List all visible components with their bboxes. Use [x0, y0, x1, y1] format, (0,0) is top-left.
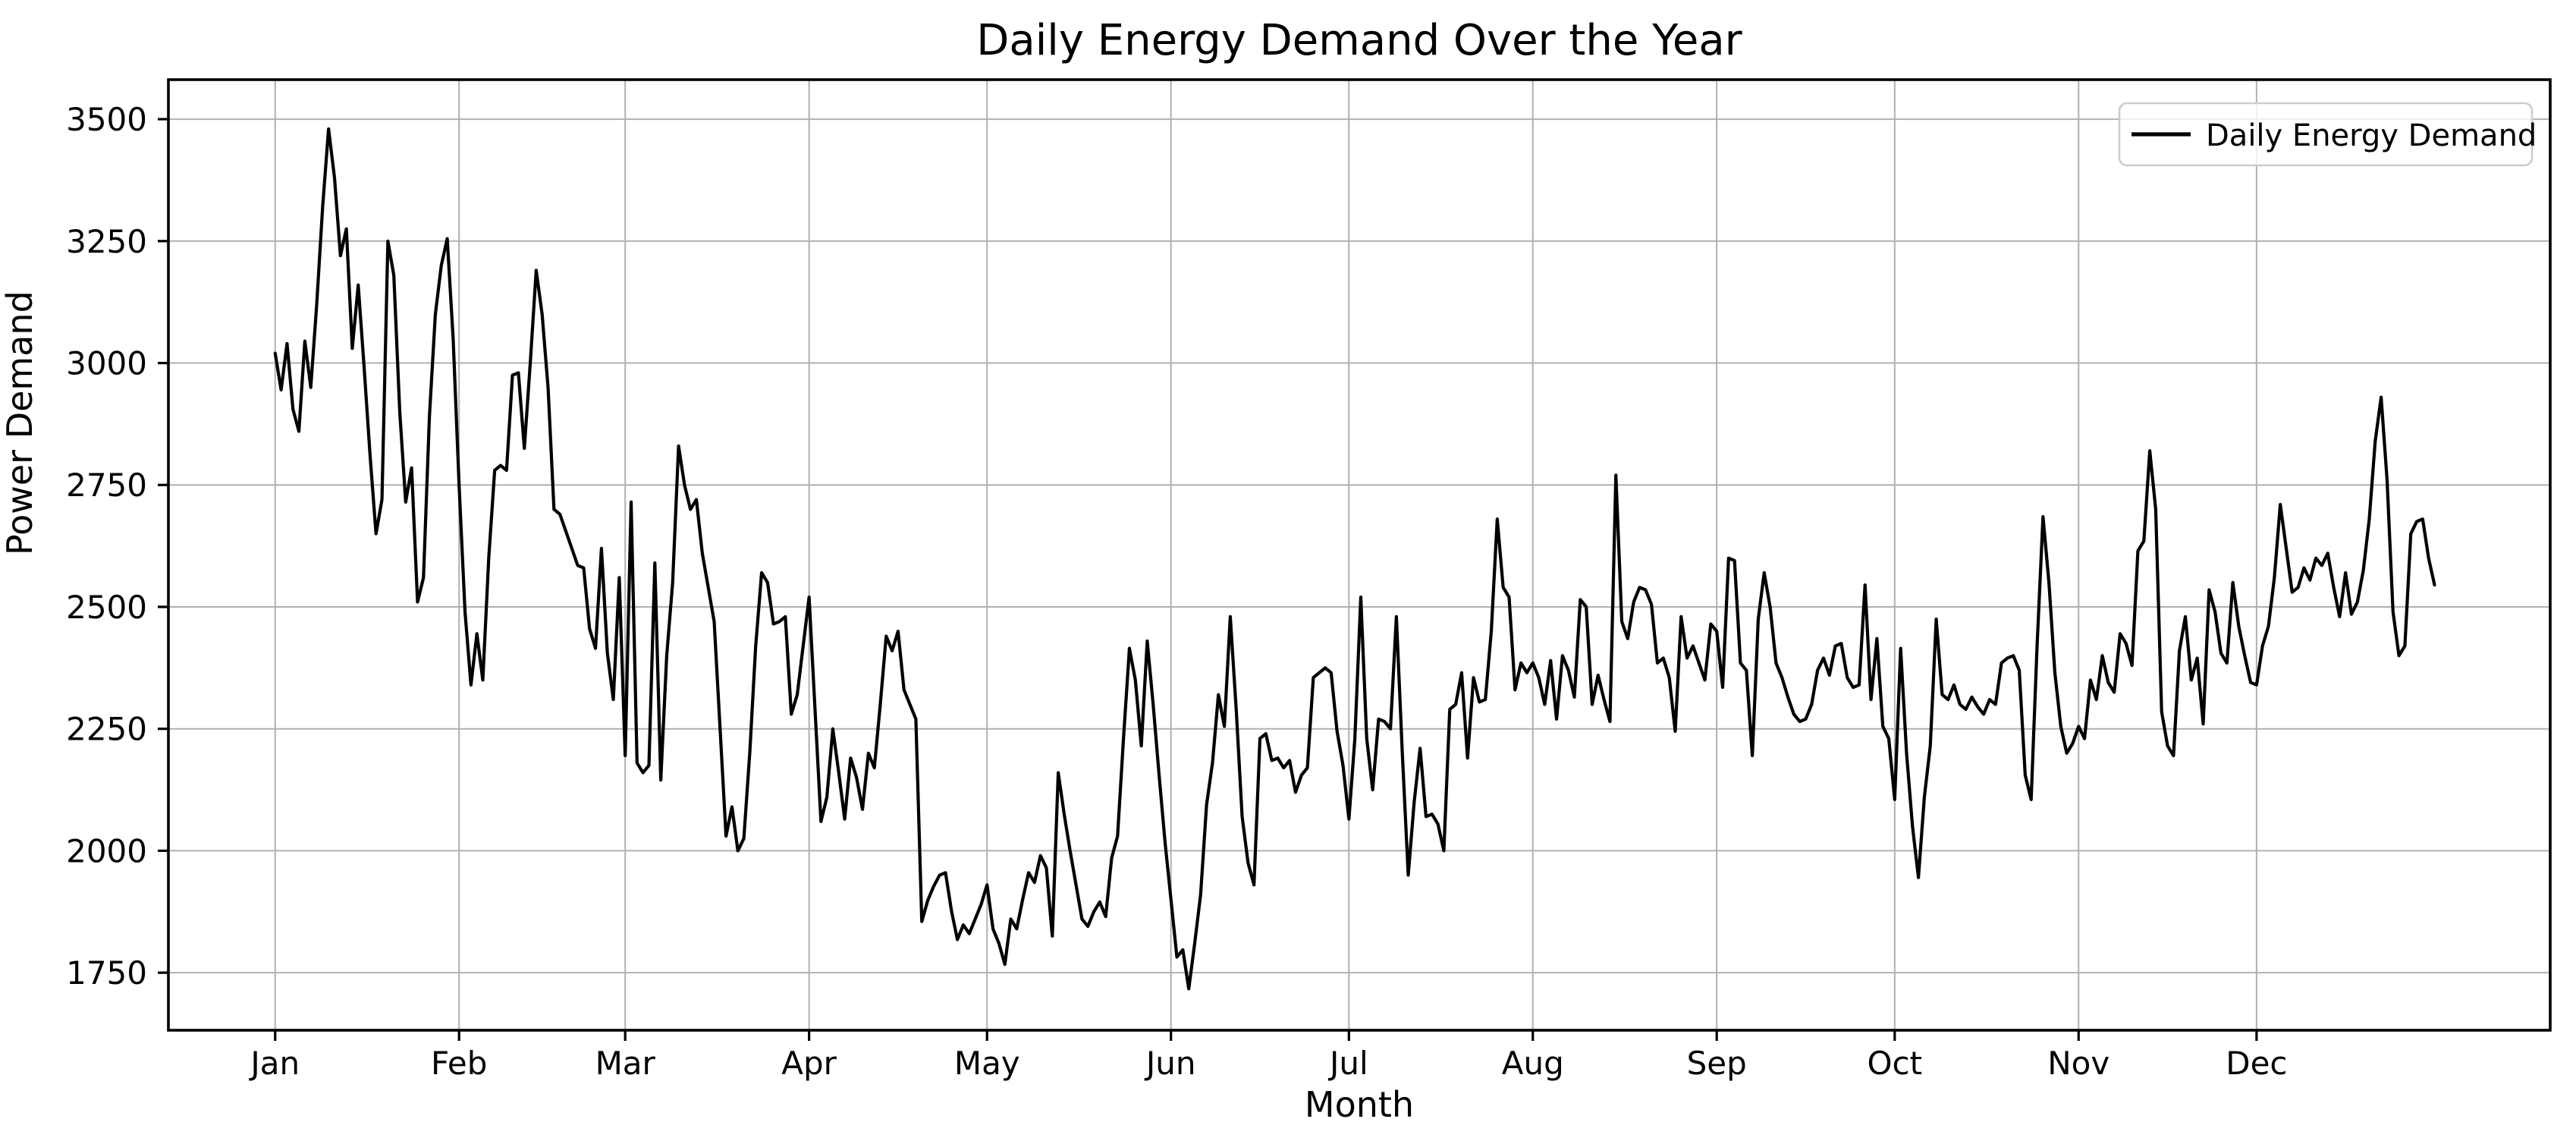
- y-tick-label: 2250: [66, 711, 147, 748]
- y-tick-label: 3250: [66, 223, 147, 260]
- x-tick-label: Apr: [781, 1045, 837, 1082]
- x-tick-label: Jun: [1144, 1045, 1196, 1082]
- y-tick-label: 1750: [66, 954, 147, 992]
- x-tick-label: Feb: [431, 1045, 487, 1082]
- axis-tick-labels: Jan Feb Mar Apr May Jun Jul Aug Sep Oct Nov Dec 1750…: [66, 101, 2287, 1082]
- x-tick-label: Jul: [1327, 1045, 1368, 1082]
- legend-box: [2118, 102, 2534, 167]
- x-tick-label: May: [954, 1045, 1020, 1082]
- y-tick-label: 2750: [66, 467, 147, 504]
- chart-title: Daily Energy Demand Over the Year: [976, 15, 1742, 65]
- gridlines: [168, 80, 2550, 1030]
- legend-entry-label: Daily Energy Demand: [2206, 118, 2537, 153]
- x-tick-label: Oct: [1868, 1045, 1923, 1082]
- plot-border: [167, 78, 2552, 1032]
- y-tick-label: 2500: [66, 589, 147, 626]
- axis-ticks: [158, 118, 2258, 1041]
- x-axis-label: Month: [1304, 1086, 1415, 1126]
- series-line-daily-energy-demand: [273, 127, 2436, 991]
- y-axis-label: Power Demand: [2, 291, 41, 555]
- series-lines: [273, 127, 2436, 991]
- y-tick-label: 3000: [66, 345, 147, 382]
- x-tick-label: Jan: [248, 1045, 300, 1082]
- legend: Daily Energy Demand: [2118, 102, 2537, 167]
- axes-spines: [167, 78, 2552, 1032]
- y-tick-label: 2000: [66, 832, 147, 869]
- y-tick-label: 3500: [66, 101, 147, 138]
- x-tick-label: Nov: [2047, 1045, 2109, 1082]
- x-tick-label: Dec: [2226, 1045, 2287, 1082]
- x-tick-label: Aug: [1502, 1045, 1564, 1082]
- x-tick-label: Sep: [1687, 1045, 1747, 1082]
- x-tick-label: Mar: [595, 1045, 656, 1082]
